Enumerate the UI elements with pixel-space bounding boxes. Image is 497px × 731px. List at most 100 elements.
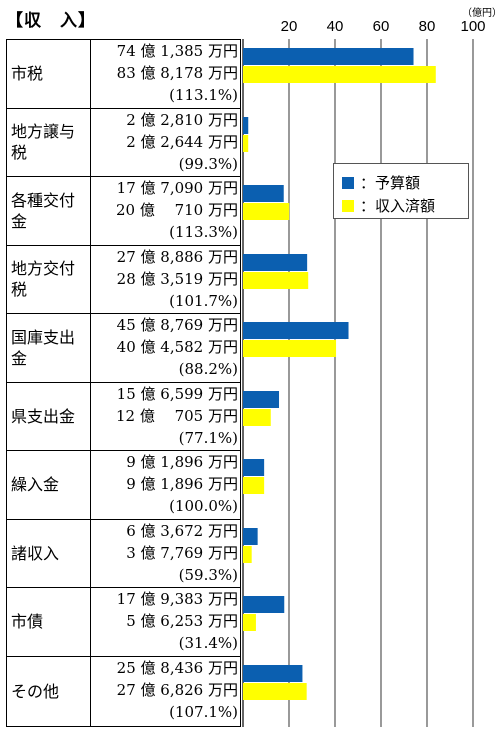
category-label: 諸収入 [11, 543, 60, 563]
value-labels: 17 億 9,383 万円 5 億 6,253 万円 (31.4%) [92, 588, 238, 654]
bar-budget [243, 596, 285, 613]
value-label-actual: 5 億 6,253 万円 [126, 612, 238, 630]
category-cell: 諸収入 [6, 519, 91, 587]
row-divider [6, 519, 241, 520]
bar-budget [243, 254, 308, 271]
value-label-actual: 83 億 8,178 万円 [116, 64, 238, 82]
row-divider [6, 450, 241, 451]
value-label-budget: 74 億 1,385 万円 [116, 42, 238, 60]
x-tick-label: 20 [280, 18, 298, 35]
category-cell: 各種交付金 [6, 176, 91, 245]
legend-swatch-actual [342, 199, 354, 212]
value-label-budget: 9 億 1,896 万円 [126, 453, 238, 471]
category-label: 市税 [11, 64, 44, 83]
category-table-frame [6, 39, 241, 727]
row-divider [6, 176, 241, 177]
value-label-rate: (31.4%) [178, 634, 238, 652]
section-title: 【収 入】 [6, 11, 96, 31]
value-label-budget: 15 億 6,599 万円 [116, 385, 238, 403]
value-label-actual: 27 億 6,826 万円 [116, 681, 238, 699]
row-divider [6, 108, 241, 109]
category-cell: 市債 [6, 587, 91, 656]
value-label-rate: (99.3%) [178, 155, 238, 173]
value-label-budget: 25 億 8,436 万円 [116, 659, 238, 677]
category-cell: その他 [6, 656, 91, 727]
bar-actual [243, 409, 271, 426]
value-label-actual: 28 億 3,519 万円 [116, 270, 238, 288]
bar-budget [243, 459, 265, 476]
value-labels: 2 億 2,810 万円 2 億 2,644 万円 (99.3%) [92, 109, 238, 175]
row-divider [6, 382, 241, 383]
legend-label-actual: ：収入済額 [360, 197, 436, 215]
value-label-budget: 6 億 3,672 万円 [126, 522, 238, 540]
bar-actual [243, 477, 265, 494]
row-divider [6, 587, 241, 588]
category-label: 国庫支出金 [11, 327, 76, 368]
bar-budget [243, 322, 349, 339]
value-label-budget: 17 億 9,383 万円 [116, 590, 238, 608]
row-divider [6, 313, 241, 314]
bar-actual [243, 135, 249, 152]
category-label: 県支出金 [11, 406, 76, 426]
value-labels: 45 億 8,769 万円 40 億 4,582 万円 (88.2%) [92, 314, 238, 380]
value-label-actual: 9 億 1,896 万円 [126, 475, 238, 493]
x-tick-label: 40 [326, 18, 344, 35]
category-label: 繰入金 [11, 475, 60, 494]
value-label-rate: (101.7%) [169, 292, 238, 310]
value-labels: 74 億 1,385 万円 83 億 8,178 万円 (113.1%) [92, 40, 238, 106]
value-label-budget: 27 億 8,886 万円 [116, 248, 238, 266]
category-cell: 繰入金 [6, 450, 91, 519]
bar-actual [243, 683, 307, 700]
category-label: 市債 [11, 612, 44, 631]
bar-budget [243, 665, 303, 682]
value-labels: 27 億 8,886 万円 28 億 3,519 万円 (101.7%) [92, 246, 238, 312]
value-label-budget: 17 億 7,090 万円 [116, 179, 238, 197]
value-labels: 9 億 1,896 万円 9 億 1,896 万円 (100.0%) [92, 451, 238, 517]
bar-budget [243, 391, 280, 408]
category-label: 地方譲与税 [11, 122, 76, 162]
category-cell: 県支出金 [6, 382, 91, 450]
value-label-rate: (100.0%) [169, 497, 238, 515]
bar-actual [243, 340, 337, 357]
value-label-rate: (77.1%) [178, 429, 238, 447]
category-label: 各種交付金 [11, 190, 76, 231]
unit-label: （億円） [462, 8, 497, 19]
value-label-actual: 2 億 2,644 万円 [126, 133, 238, 151]
value-label-actual: 3 億 7,769 万円 [126, 544, 238, 562]
value-labels: 17 億 7,090 万円 20 億 710 万円 (113.3%) [92, 177, 238, 243]
value-label-rate: (59.3%) [178, 566, 238, 584]
bar-actual [243, 203, 290, 220]
category-cell: 地方交付税 [6, 245, 91, 313]
category-cell: 地方譲与税 [6, 108, 91, 176]
x-tick-label: 60 [372, 18, 390, 35]
bar-actual [243, 614, 256, 631]
category-cell: 市税 [6, 39, 91, 108]
bar-actual [243, 546, 252, 563]
legend-swatch-budget [342, 176, 354, 189]
value-label-rate: (113.3%) [169, 223, 238, 241]
value-labels: 6 億 3,672 万円 3 億 7,769 万円 (59.3%) [92, 520, 238, 586]
value-labels: 25 億 8,436 万円 27 億 6,826 万円 (107.1%) [92, 657, 238, 723]
bar-budget [243, 48, 414, 65]
bar-actual [243, 272, 309, 289]
category-label: その他 [11, 682, 60, 701]
legend-item-budget: ：予算額 [342, 172, 420, 193]
bar-budget [243, 185, 284, 202]
row-divider [6, 656, 241, 657]
x-tick-label: 100 [460, 18, 486, 35]
legend: ：予算額 ：収入済額 [333, 163, 469, 219]
value-label-budget: 2 億 2,810 万円 [126, 111, 238, 129]
value-labels: 15 億 6,599 万円 12 億 705 万円 (77.1%) [92, 383, 238, 449]
row-divider [6, 245, 241, 246]
legend-label-budget: ：予算額 [360, 174, 421, 192]
value-label-rate: (88.2%) [178, 360, 238, 378]
value-label-actual: 40 億 4,582 万円 [116, 338, 238, 356]
legend-item-actual: ：収入済額 [342, 195, 435, 216]
bar-actual [243, 66, 436, 83]
value-label-actual: 20 億 710 万円 [115, 201, 238, 219]
value-label-actual: 12 億 705 万円 [115, 407, 238, 425]
category-cell: 国庫支出金 [6, 313, 91, 382]
value-label-rate: (113.1%) [169, 86, 238, 104]
category-label: 地方交付税 [11, 259, 76, 299]
